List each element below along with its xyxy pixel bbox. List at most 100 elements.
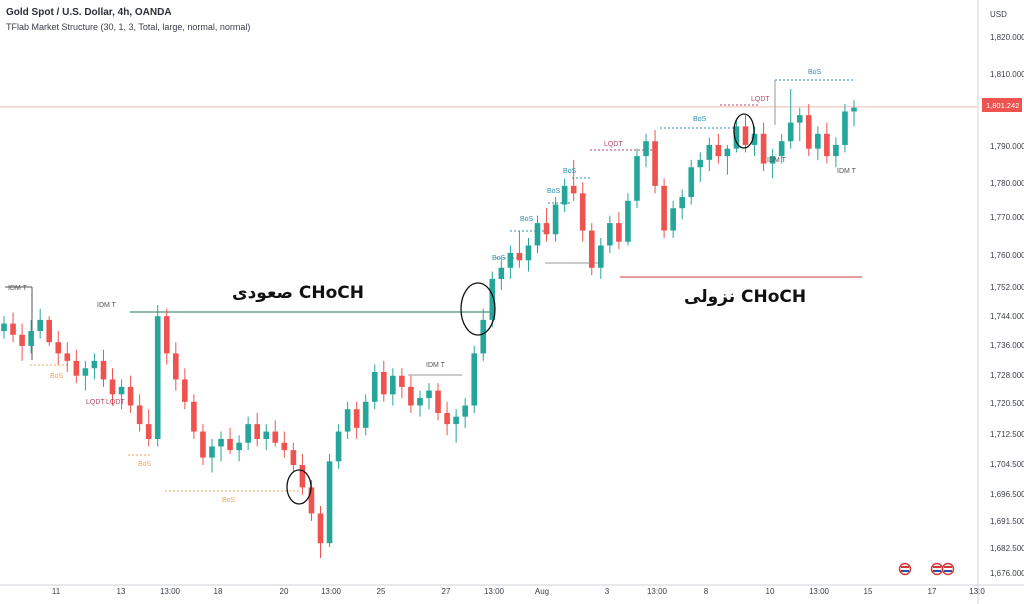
candle-body (1, 323, 7, 332)
candle-body (272, 431, 279, 443)
flag-icon[interactable] (898, 562, 912, 576)
candle-body (480, 319, 487, 354)
y-tick-label: 1,712.500 (990, 430, 1024, 439)
x-tick-label: 13:00 (647, 587, 668, 596)
candle-body (326, 461, 333, 544)
x-tick-label: 13 (117, 587, 126, 596)
x-tick-label: 13:00 (484, 587, 505, 596)
candle-body (561, 185, 568, 205)
candle-body (100, 360, 107, 380)
x-tick-label: 13:0 (969, 587, 985, 596)
candle-body (435, 390, 441, 413)
choch-circle (286, 469, 312, 505)
price-tag: 1,801.242 (986, 101, 1019, 110)
candle-body (399, 375, 405, 387)
structure-label: LQDT (106, 399, 125, 406)
candle-body (588, 230, 595, 268)
price-tag-bg (982, 98, 1022, 112)
y-tick-label: 1,676.000 (990, 569, 1024, 578)
structure-label: BoS (563, 168, 577, 175)
x-tick-label: 18 (214, 587, 223, 596)
candle-body (317, 513, 324, 544)
candle-body (28, 331, 34, 346)
candle-body (362, 401, 369, 428)
candle-body (10, 323, 16, 335)
indicator-legend[interactable]: TFlab Market Structure (30, 1, 3, Total,… (6, 22, 251, 32)
candle-body (371, 372, 378, 402)
candle-body (118, 386, 125, 395)
candle-body (534, 223, 541, 246)
flag-icons[interactable] (898, 562, 955, 576)
structure-label: BoS (808, 69, 822, 76)
y-tick-label: 1,682.500 (990, 544, 1024, 553)
candle-body (390, 375, 396, 395)
candle-body (760, 133, 767, 164)
candle-body (263, 431, 270, 439)
candle-body (670, 208, 676, 231)
candle-body (769, 156, 776, 164)
x-tick-label: 10 (766, 587, 775, 596)
x-axis[interactable]: 11 13 13:00 18 20 13:00 25 27 13:00 Aug 3 13:00 8 10 1… (52, 587, 985, 596)
candle-body (191, 401, 197, 432)
candle-body (715, 144, 722, 157)
structure-label: BoS (492, 255, 506, 262)
candle-body (661, 185, 667, 231)
structure-label: IDM T (767, 157, 787, 164)
candle-body (227, 439, 233, 451)
candle-body (308, 487, 315, 514)
x-tick-label: 27 (442, 587, 451, 596)
x-tick-label: 11 (52, 587, 61, 596)
candle-body (19, 334, 25, 346)
candle-body (109, 379, 116, 395)
y-axis-unit: USD (990, 10, 1007, 19)
choch-bullish-label: صعودی CHoCH (232, 283, 364, 303)
candle-body (498, 267, 505, 279)
y-tick-label: 1,780.000 (990, 179, 1024, 188)
candle-body (344, 409, 351, 432)
candle-body (299, 465, 306, 488)
candle-body (833, 144, 839, 157)
candle-body (236, 442, 242, 451)
candle-body (625, 200, 631, 242)
y-tick-label: 1,736.000 (990, 341, 1024, 350)
candle-body (245, 424, 251, 443)
candle-body (408, 386, 414, 406)
structure-label: BoS (520, 216, 534, 223)
candles (1, 89, 857, 559)
y-tick-label: 1,720.500 (990, 399, 1024, 408)
y-axis[interactable]: 1,820.000 1,810.000 1,790.000 1,780.000 1,77… (990, 33, 1024, 578)
candle-body (733, 126, 740, 149)
candle-body (55, 342, 62, 354)
candle-body (552, 204, 559, 235)
flag-icon[interactable] (941, 562, 955, 576)
candle-body (824, 133, 830, 157)
candle-body (815, 133, 821, 149)
candle-body (805, 115, 812, 149)
candle-body (706, 144, 713, 160)
candle-body (145, 424, 152, 439)
candle-body (46, 319, 53, 343)
candle-body (543, 223, 550, 235)
x-tick-label: 25 (377, 587, 386, 596)
candle-body (163, 316, 170, 354)
candle-body (643, 141, 649, 157)
flag-icon[interactable] (930, 562, 944, 576)
structure-label: BoS (50, 373, 64, 380)
candle-body (353, 409, 360, 428)
candle-body (281, 442, 288, 451)
choch-circle (733, 113, 755, 149)
market-structure-lines (0, 79, 978, 492)
y-tick-label: 1,760.000 (990, 251, 1024, 260)
structure-label: BoS (138, 461, 152, 468)
candle-body (516, 252, 523, 261)
candle-body (462, 405, 468, 417)
candle-body (570, 185, 577, 194)
y-tick-label: 1,691.500 (990, 517, 1024, 526)
candle-body (787, 122, 794, 142)
y-tick-label: 1,744.000 (990, 312, 1024, 321)
structure-label: BoS (222, 497, 236, 504)
candle-body (616, 223, 622, 242)
